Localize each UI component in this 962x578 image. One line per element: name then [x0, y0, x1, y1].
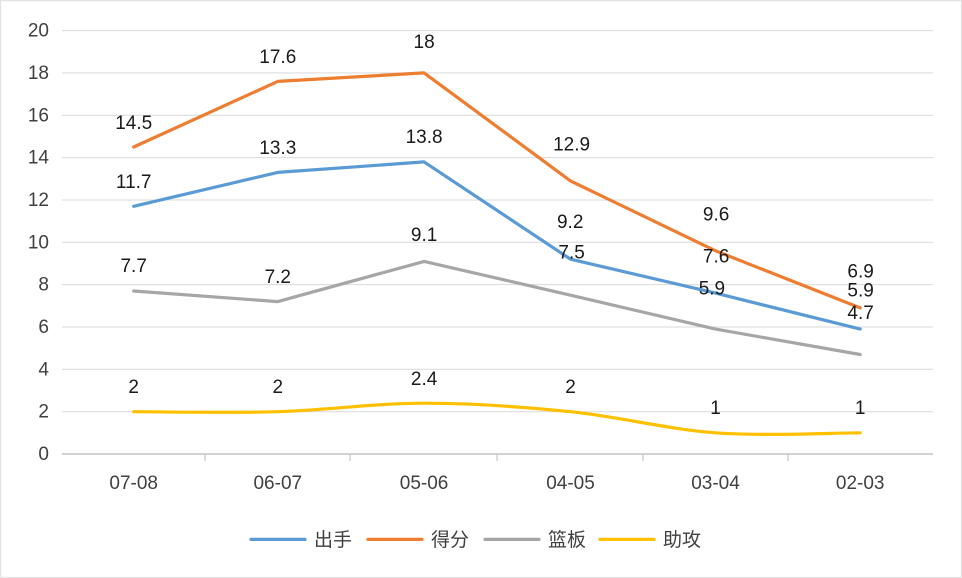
svg-text:2: 2: [273, 377, 284, 398]
svg-text:9.1: 9.1: [411, 225, 437, 246]
svg-text:17.6: 17.6: [259, 47, 296, 68]
svg-text:14.5: 14.5: [115, 113, 152, 134]
svg-text:05-06: 05-06: [400, 473, 449, 494]
svg-text:8: 8: [38, 275, 49, 296]
svg-text:2.4: 2.4: [411, 369, 438, 390]
svg-text:1: 1: [710, 398, 721, 419]
svg-text:18: 18: [414, 32, 435, 53]
svg-text:06-07: 06-07: [253, 473, 302, 494]
svg-text:助攻: 助攻: [663, 529, 701, 551]
svg-text:07-08: 07-08: [109, 473, 158, 494]
svg-text:篮板: 篮板: [548, 529, 586, 551]
svg-text:出手: 出手: [314, 529, 352, 551]
svg-text:得分: 得分: [431, 529, 469, 551]
svg-text:12: 12: [28, 190, 49, 211]
svg-text:6: 6: [38, 317, 49, 338]
svg-text:2: 2: [128, 377, 139, 398]
svg-text:03-04: 03-04: [691, 473, 740, 494]
svg-text:11.7: 11.7: [116, 172, 152, 193]
svg-text:04-05: 04-05: [546, 473, 595, 494]
svg-text:2: 2: [38, 402, 49, 423]
svg-text:4.7: 4.7: [847, 303, 873, 324]
svg-text:12.9: 12.9: [553, 134, 590, 155]
svg-text:5.9: 5.9: [847, 280, 873, 301]
svg-text:18: 18: [28, 63, 49, 84]
svg-text:20: 20: [28, 21, 49, 42]
svg-text:1: 1: [855, 398, 866, 419]
svg-text:7.7: 7.7: [120, 256, 146, 277]
svg-text:7.6: 7.6: [703, 246, 729, 267]
svg-text:7.2: 7.2: [265, 267, 291, 288]
svg-text:4: 4: [38, 359, 49, 380]
svg-text:9.2: 9.2: [557, 212, 583, 233]
svg-text:9.6: 9.6: [703, 205, 729, 226]
svg-text:13.8: 13.8: [406, 127, 443, 148]
svg-text:13.3: 13.3: [259, 138, 296, 159]
svg-text:16: 16: [28, 105, 49, 126]
svg-text:7.5: 7.5: [558, 242, 584, 263]
svg-text:14: 14: [28, 148, 50, 169]
svg-text:2: 2: [565, 377, 576, 398]
svg-text:0: 0: [38, 444, 49, 465]
svg-text:02-03: 02-03: [836, 473, 885, 494]
svg-text:10: 10: [28, 232, 49, 253]
svg-text:5.9: 5.9: [699, 278, 725, 299]
